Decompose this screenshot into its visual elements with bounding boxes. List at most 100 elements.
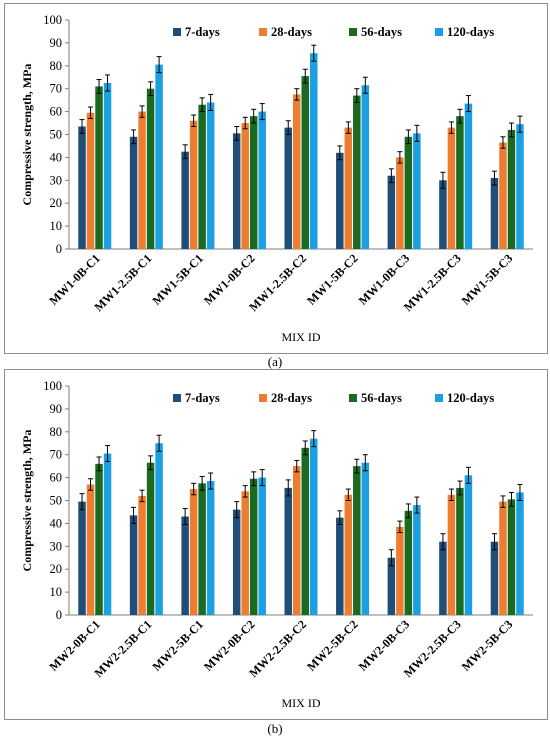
bar bbox=[198, 483, 206, 615]
legend-label: 7-days bbox=[185, 25, 220, 39]
bar bbox=[456, 487, 464, 615]
y-tick-label: 80 bbox=[50, 425, 63, 439]
bar bbox=[232, 509, 241, 615]
x-tick-label: MW1-0B-C2 bbox=[201, 251, 258, 308]
y-tick-label: 30 bbox=[50, 539, 63, 553]
y-tick-label: 10 bbox=[50, 585, 63, 599]
bar bbox=[293, 466, 301, 615]
bar bbox=[258, 477, 266, 615]
y-tick-label: 0 bbox=[56, 242, 62, 256]
bar bbox=[181, 151, 189, 249]
y-tick-label: 100 bbox=[43, 13, 62, 27]
bar bbox=[103, 82, 112, 249]
chart-panel-b: 0 10 20 30 40 50 60 70 80 90 100 Compressive streng… bbox=[4, 369, 548, 720]
bar bbox=[103, 453, 112, 615]
bar bbox=[396, 526, 404, 615]
caption-a: (a) bbox=[267, 354, 283, 369]
bar bbox=[387, 175, 396, 249]
bar bbox=[206, 102, 215, 249]
bar bbox=[301, 447, 309, 615]
y-tick-label: 90 bbox=[50, 36, 63, 50]
x-tick-label: MW2-5B-C2 bbox=[304, 617, 361, 674]
y-tick-label: 30 bbox=[50, 173, 63, 187]
y-axis-label: Compressive strength, MPa bbox=[20, 430, 34, 572]
bar bbox=[293, 94, 301, 249]
bar bbox=[241, 123, 249, 249]
bar bbox=[206, 481, 215, 615]
bar bbox=[284, 127, 292, 249]
x-tick-label: MW2-0B-C1 bbox=[46, 617, 103, 674]
y-tick-label: 80 bbox=[50, 59, 63, 73]
bar bbox=[249, 116, 258, 250]
legend-label: 120-days bbox=[447, 25, 494, 39]
bar bbox=[413, 133, 421, 249]
y-tick-label: 60 bbox=[50, 105, 63, 119]
y-tick-label: 50 bbox=[50, 494, 63, 508]
bar bbox=[499, 501, 507, 615]
bar bbox=[86, 484, 95, 615]
bar bbox=[336, 517, 344, 615]
bar bbox=[129, 136, 138, 249]
bar bbox=[146, 88, 155, 249]
bar bbox=[138, 111, 146, 249]
bar bbox=[258, 111, 266, 249]
y-tick-label: 10 bbox=[50, 219, 63, 233]
y-tick-label: 60 bbox=[50, 471, 63, 485]
bar bbox=[396, 157, 404, 249]
bar bbox=[464, 475, 473, 615]
bar bbox=[464, 103, 473, 250]
x-axis-label: MIX ID bbox=[282, 330, 321, 344]
bar bbox=[146, 462, 155, 615]
y-axis-label: Compressive strength, MPa bbox=[20, 64, 34, 206]
bar bbox=[78, 501, 86, 615]
x-tick-label: MW2-0B-C2 bbox=[201, 617, 258, 674]
y-tick-label: 40 bbox=[50, 150, 63, 164]
legend-label: 28-days bbox=[271, 391, 312, 405]
legend-swatch bbox=[349, 28, 357, 36]
legend-label: 56-days bbox=[361, 25, 402, 39]
bar bbox=[361, 85, 370, 249]
bar bbox=[353, 466, 361, 615]
legend-label: 28-days bbox=[271, 25, 312, 39]
bar bbox=[447, 494, 456, 615]
bar bbox=[95, 463, 103, 615]
bar bbox=[241, 491, 249, 615]
y-tick-label: 70 bbox=[50, 448, 63, 462]
legend-label: 120-days bbox=[447, 391, 494, 405]
legend-swatch bbox=[173, 394, 181, 402]
bar bbox=[301, 76, 309, 249]
bar bbox=[507, 499, 516, 615]
x-tick-label: MW1-0B-C1 bbox=[46, 251, 103, 308]
x-tick-label: MW1-0B-C3 bbox=[356, 251, 413, 308]
bar bbox=[353, 95, 361, 249]
bar bbox=[78, 126, 86, 249]
bar bbox=[129, 515, 138, 615]
y-tick-label: 100 bbox=[43, 379, 62, 393]
bar bbox=[310, 53, 318, 249]
bar bbox=[249, 478, 258, 615]
legend-swatch bbox=[435, 394, 443, 402]
chart-a: 0 10 20 30 40 50 60 70 80 90 100 Compressive streng… bbox=[20, 13, 533, 344]
y-tick-label: 90 bbox=[50, 402, 63, 416]
legend-swatch bbox=[259, 394, 267, 402]
bar bbox=[232, 133, 241, 249]
x-tick-label: MW2-5B-C1 bbox=[149, 617, 206, 674]
bar bbox=[413, 505, 421, 615]
bar bbox=[336, 152, 344, 249]
bar bbox=[490, 178, 499, 249]
y-tick-label: 70 bbox=[50, 82, 63, 96]
y-tick-label: 40 bbox=[50, 516, 63, 530]
legend-label: 7-days bbox=[185, 391, 220, 405]
x-tick-label: MW2-5B-C3 bbox=[459, 617, 516, 674]
bar bbox=[447, 127, 456, 249]
chart-panel-a: 0 10 20 30 40 50 60 70 80 90 100 Compressive streng… bbox=[4, 3, 548, 354]
bar bbox=[344, 494, 353, 615]
x-tick-label: MW1-5B-C2 bbox=[304, 251, 361, 308]
y-tick-label: 0 bbox=[56, 608, 62, 622]
bar bbox=[198, 104, 206, 249]
bar bbox=[516, 492, 524, 615]
bar bbox=[387, 557, 396, 615]
chart-b: 0 10 20 30 40 50 60 70 80 90 100 Compressive streng… bbox=[20, 379, 533, 710]
x-tick-label: MW1-5B-C1 bbox=[149, 251, 206, 308]
bar bbox=[456, 116, 464, 250]
